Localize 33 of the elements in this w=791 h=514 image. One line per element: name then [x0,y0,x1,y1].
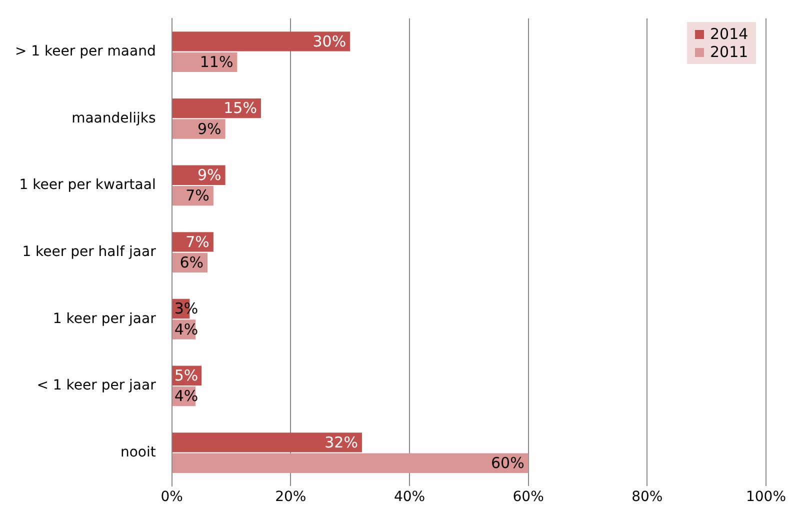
x-tick-label: 40% [394,489,426,506]
x-tick-label: 80% [632,489,663,506]
y-tick-label: nooit [120,444,156,460]
x-tick-label: 20% [275,489,306,506]
y-tick-label: 1 keer per jaar [52,310,156,327]
x-tick-label: 100% [746,489,786,506]
data-label: 7% [186,186,210,205]
data-label: 9% [198,120,222,138]
data-label: 9% [198,166,222,184]
bar [172,453,528,473]
y-tick-label: 1 keer per kwartaal [19,177,156,194]
bar [172,98,261,118]
data-label: 4% [174,387,198,406]
data-label: 32% [324,433,358,452]
data-label: 4% [174,320,198,338]
y-tick-label: < 1 keer per jaar [36,378,156,394]
data-label: 30% [312,32,346,50]
data-label: 11% [200,53,234,72]
bar [172,432,362,452]
bar [172,119,226,139]
x-tick-label: 60% [512,489,544,506]
data-label: 15% [224,99,257,118]
data-label: 7% [186,232,210,251]
y-tick-label: 1 keer per half jaar [22,244,156,260]
data-label: 6% [180,254,204,272]
x-tick-label: 0% [160,489,183,506]
data-label: 5% [174,366,198,384]
data-label: 60% [490,454,524,472]
legend-label: 2011 [710,43,748,62]
y-tick-label: > 1 keer per maand [14,43,156,60]
bar [172,32,350,52]
y-tick-label: maandelijks [72,110,156,126]
legend-label: 2014 [710,25,748,44]
